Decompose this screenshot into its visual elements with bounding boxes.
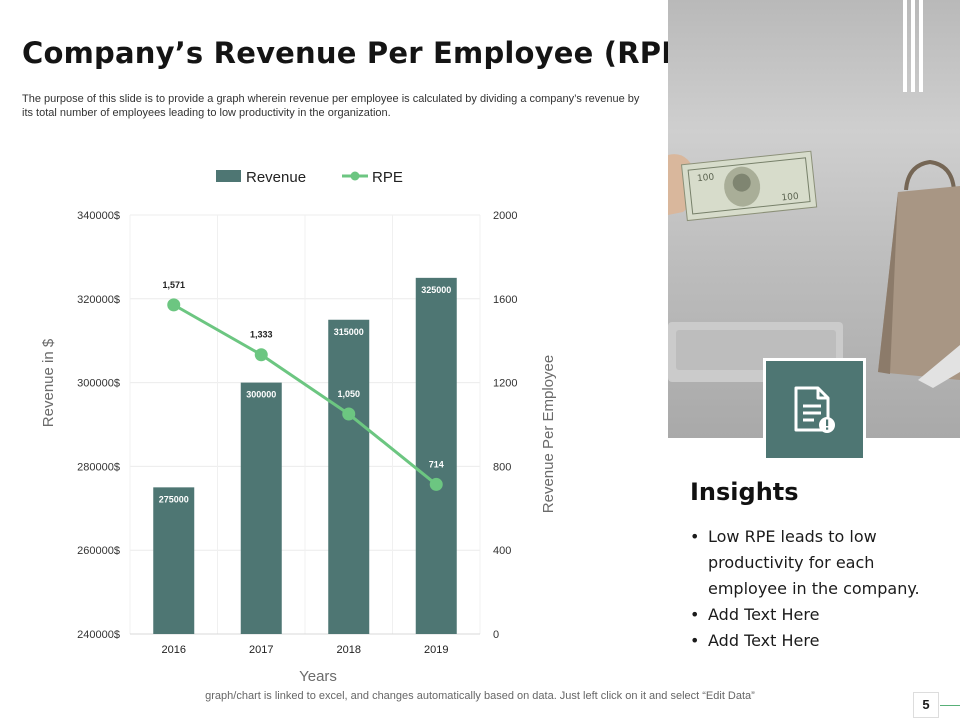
y2-tick-label: 400: [493, 545, 511, 557]
revenue-rpe-chart: 240000$ 260000$ 280000$ 300000$ 320000$ 34000…: [40, 169, 557, 685]
document-alert-icon: [794, 386, 835, 433]
revenue-bar: [240, 382, 282, 634]
revenue-bar-label: 325000: [421, 285, 451, 295]
y-tick-label: 240000$: [77, 629, 120, 641]
legend-revenue-label: Revenue: [246, 169, 306, 186]
insights-icon-box: [763, 358, 866, 461]
insight-item: Low RPE leads to low productivity for ea…: [690, 524, 950, 602]
white-stripe: [903, 0, 907, 92]
revenue-bar-label: 275000: [159, 494, 189, 504]
white-stripe: [919, 0, 923, 92]
y2-tick-label: 0: [493, 629, 499, 641]
x-tick-label: 2018: [337, 644, 361, 656]
revenue-bar-label: 300000: [246, 390, 276, 400]
legend-revenue-swatch: [216, 170, 241, 182]
revenue-bar: [415, 277, 457, 634]
y2-tick-label: 2000: [493, 210, 517, 222]
y-tick-label: 340000$: [77, 210, 120, 222]
revenue-bar: [328, 319, 370, 634]
y-tick-label: 320000$: [77, 294, 120, 306]
y2-axis-title: Revenue Per Employee: [540, 355, 557, 513]
y2-tick-label: 800: [493, 461, 511, 473]
y-tick-label: 300000$: [77, 378, 120, 390]
revenue-bar-label: 315000: [334, 327, 364, 337]
white-stripe: [911, 0, 915, 92]
laptop-edge: [918, 345, 960, 388]
x-tick-label: 2019: [424, 644, 448, 656]
svg-text:100: 100: [697, 172, 715, 184]
x-axis-title: Years: [299, 668, 337, 685]
footer-note: graph/chart is linked to excel, and chan…: [205, 690, 755, 702]
rpe-point-label: 1,571: [162, 280, 185, 290]
y2-tick-label: 1600: [493, 294, 517, 306]
bag-handle: [904, 159, 956, 191]
insights-list: Low RPE leads to low productivity for ea…: [690, 524, 950, 654]
svg-text:100: 100: [781, 192, 799, 204]
legend-rpe-label: RPE: [372, 169, 403, 186]
page-number-accent: [940, 705, 960, 706]
shopping-bag: [878, 186, 960, 380]
page-number: 5: [913, 692, 939, 718]
dollar-bill: 100 100: [680, 150, 818, 222]
rpe-point: [429, 477, 443, 491]
page-title: Company’s Revenue Per Employee (RPE): [22, 36, 695, 70]
x-tick-label: 2016: [162, 644, 186, 656]
y-axis-title: Revenue in $: [40, 338, 57, 427]
insights-title: Insights: [690, 478, 799, 506]
legend-rpe-marker: [350, 171, 360, 181]
rpe-point-label: 1,050: [337, 389, 360, 399]
rpe-line: [173, 303, 438, 486]
rpe-point: [254, 348, 268, 362]
y2-tick-label: 1200: [493, 378, 517, 390]
insight-item: Add Text Here: [690, 602, 950, 628]
revenue-bar: [153, 487, 195, 634]
rpe-point-label: 714: [429, 459, 444, 469]
y-tick-label: 260000$: [77, 545, 120, 557]
money-bill-and-shopping-bag-photo: 100 100: [668, 0, 960, 438]
rpe-point: [342, 407, 356, 421]
photo-illustration: 100 100: [668, 150, 960, 388]
y-tick-label: 280000$: [77, 461, 120, 473]
rpe-point: [167, 298, 181, 312]
x-tick-label: 2017: [249, 644, 273, 656]
insight-item: Add Text Here: [690, 628, 950, 654]
slide-description: The purpose of this slide is to provide …: [22, 93, 640, 119]
rpe-point-label: 1,333: [250, 330, 273, 340]
